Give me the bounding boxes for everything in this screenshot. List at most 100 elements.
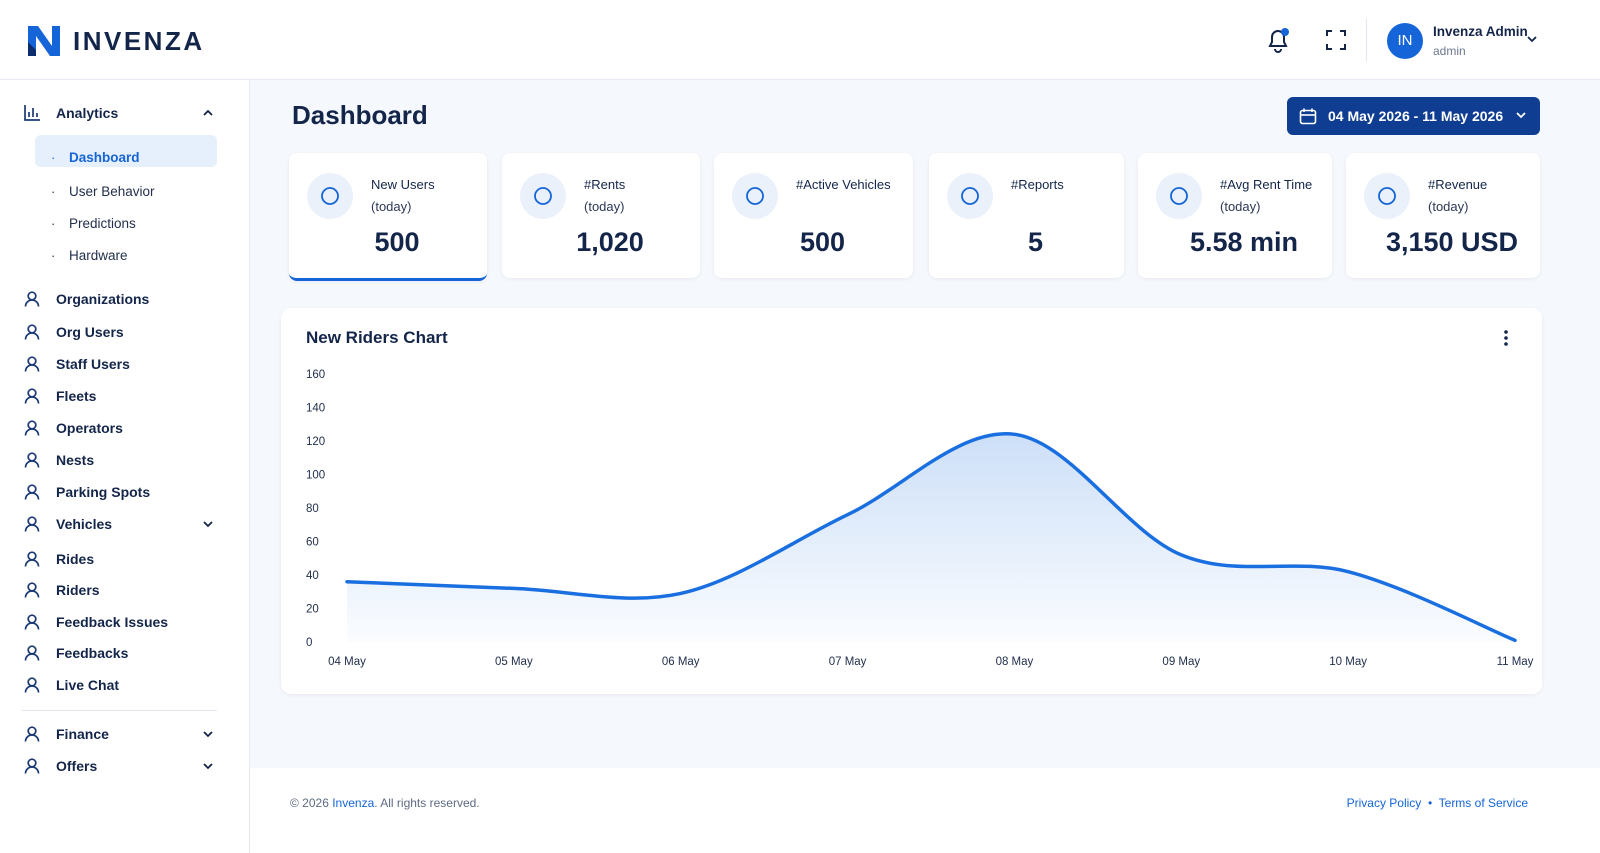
nav-icon [24,516,40,532]
nav-group[interactable]: Analytics [56,105,119,121]
card-icon [307,173,353,219]
nav-item[interactable]: Org Users [56,324,124,340]
footer-brand[interactable]: Invenza [332,796,375,810]
nav-subitem-active[interactable]: Dashboard [69,150,140,165]
icon-shape [534,187,552,205]
y-tick-label: 0 [306,637,312,649]
nav-icon [24,726,40,742]
card-icon [732,173,778,219]
card-value: 1,020 [576,227,644,257]
nav-item[interactable]: Feedback Issues [56,614,169,630]
y-tick-label: 100 [306,470,325,482]
nav-icon [24,758,40,774]
nav-item[interactable]: Nests [56,452,95,468]
nav-icon [24,645,40,661]
icon-shape [24,653,40,661]
icon-shape [1170,187,1188,205]
icon-shape [746,187,764,205]
y-tick-label: 20 [306,604,319,616]
active-highlight [35,135,217,167]
copyright-rights: . All rights reserved. [374,796,480,810]
nav-icon [24,677,40,693]
sidebar: Analytics · Dashboard · User Behavior · Predic… [0,80,250,853]
card-value: 5.58 min [1189,227,1299,257]
card-label: #Reports [1011,177,1064,192]
copyright-year: © 2026 [290,796,329,810]
nav-item[interactable]: Feedbacks [56,645,129,661]
logo-mark [28,26,60,56]
nav-icon [24,324,40,340]
privacy-link[interactable]: Privacy Policy [1346,796,1422,810]
icon-shape [24,364,40,372]
expand-chevron [203,109,213,116]
nav-item[interactable]: Parking Spots [56,484,151,500]
bullet: · [51,184,56,199]
bullet: · [51,216,56,231]
nav-item[interactable]: Finance [56,726,109,742]
card-icon [520,173,566,219]
card-icon-shape [1378,187,1396,205]
card-icon-shape [321,187,339,205]
card-label: #Revenue [1428,177,1488,192]
icon-shape [1378,187,1396,205]
icon-shape [24,559,40,567]
y-tick-label: 160 [306,369,325,381]
stat-card: #Avg Rent Time (today) 5.58 min [1138,153,1332,278]
card-label: #Rents [584,177,626,192]
x-tick-label: 05 May [495,656,533,668]
nav-item[interactable]: Riders [56,582,100,598]
y-tick-label: 120 [306,436,325,448]
card-icon-shape [534,187,552,205]
stat-card: #Reports 5 [929,153,1124,278]
terms-link[interactable]: Terms of Service [1438,796,1528,810]
x-tick-label: 11 May [1497,656,1534,668]
nav-item[interactable]: Operators [56,420,123,436]
nav-item[interactable]: Staff Users [56,356,130,372]
avatar[interactable]: IN [1387,23,1423,59]
fullscreen-button[interactable] [1325,29,1347,51]
chart-menu[interactable] [1504,330,1508,346]
nav-item[interactable]: Fleets [56,388,97,404]
card-icon-shape [746,187,764,205]
icon-shape [24,766,40,774]
stat-card: #Rents (today) 1,020 [502,153,700,278]
card-value: 3,150 USD [1385,227,1519,257]
nav-item[interactable]: Vehicles [56,516,113,532]
nav-icon [24,452,40,468]
card-icon [947,173,993,219]
nav-item[interactable]: Organizations [56,291,150,307]
copyright: © 2026 Invenza. All rights reserved. [290,796,480,810]
icon-shape [24,105,40,121]
nav-subitem[interactable]: Hardware [69,248,128,263]
date-range-button[interactable]: 04 May 2026 - 11 May 2026 [1287,97,1540,135]
date-chevron [1516,112,1526,119]
nav-icon [24,582,40,598]
divider [1366,18,1367,62]
icon-shape [24,734,40,742]
icon-shape [961,187,979,205]
card-icon-shape [1170,187,1188,205]
calendar-icon [1299,108,1317,125]
nav-item[interactable]: Rides [56,551,95,567]
footer-links: Privacy Policy • Terms of Service [1346,796,1528,810]
user-menu-chevron[interactable] [1526,35,1538,45]
expand-chevron [203,731,213,738]
nav-item[interactable]: Offers [56,758,98,774]
nav-icon [24,291,40,307]
x-tick-label: 08 May [996,656,1034,668]
icon-shape [24,428,40,436]
date-range: 04 May 2026 - 11 May 2026 [1328,108,1504,124]
brand-name: INVENZA [73,26,205,56]
card-value: 500 [799,227,846,257]
chart-title: New Riders Chart [306,328,448,347]
nav-subitem[interactable]: Predictions [69,216,136,231]
card-icon [1364,173,1410,219]
nav-icon [24,614,40,630]
nav-subitem[interactable]: User Behavior [69,184,155,199]
icon-shape [24,332,40,340]
page-title: Dashboard [292,100,428,130]
nav-item[interactable]: Live Chat [56,677,120,693]
notification-bell[interactable] [1264,26,1292,54]
